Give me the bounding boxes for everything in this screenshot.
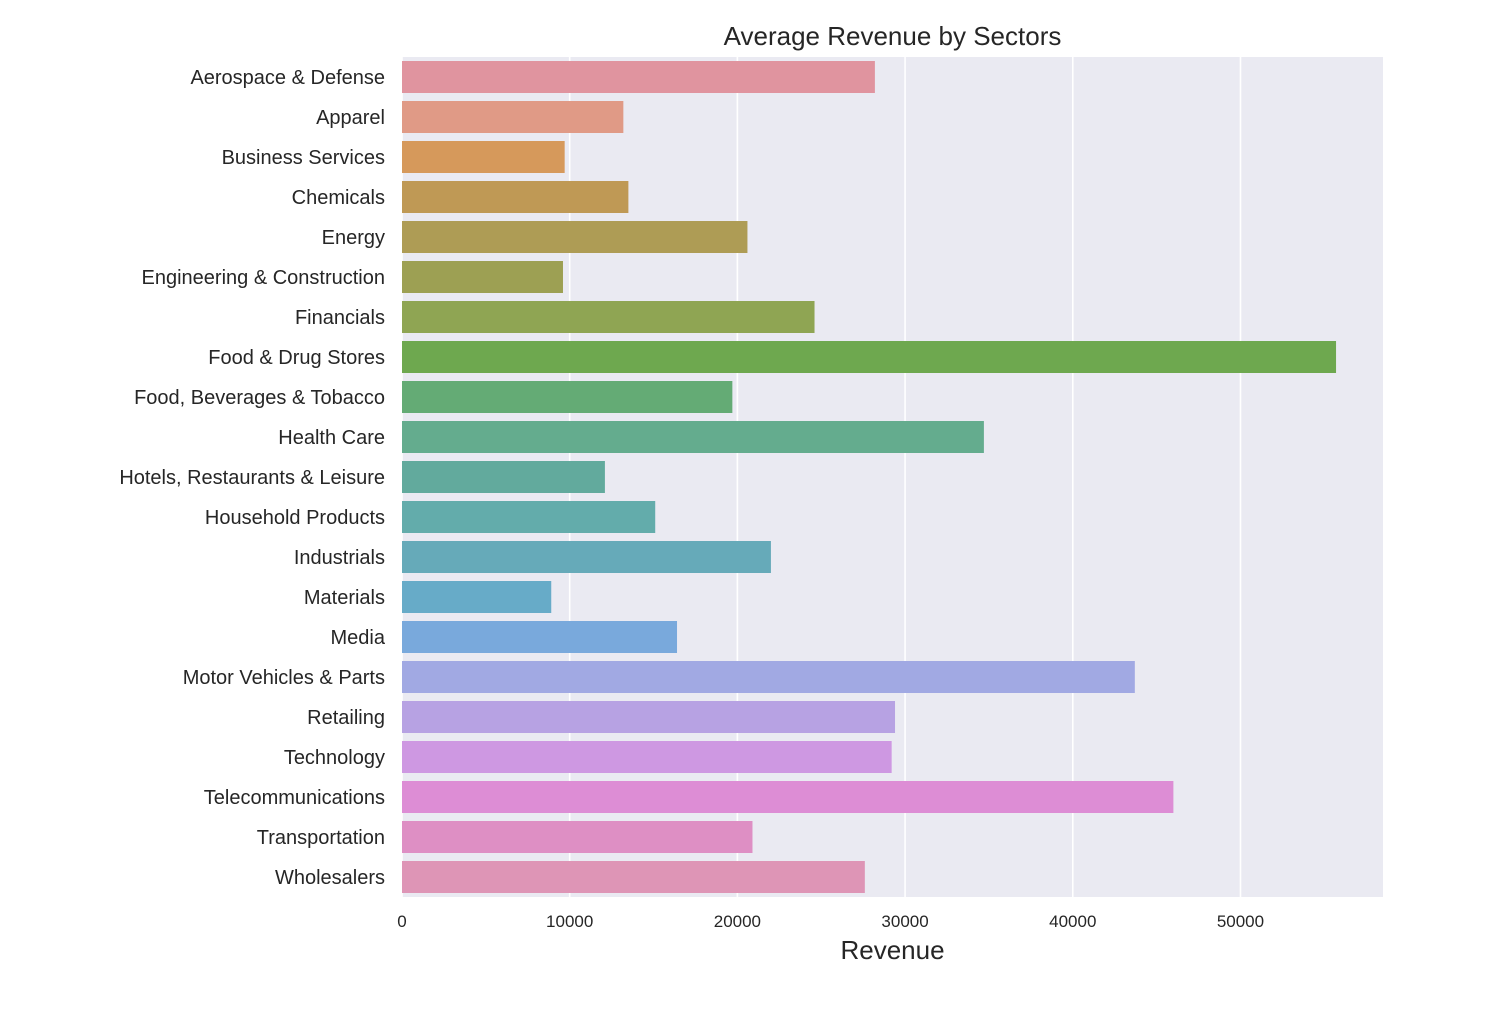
category-label: Engineering & Construction — [142, 267, 385, 289]
category-label: Wholesalers — [275, 867, 385, 889]
category-label: Technology — [284, 747, 385, 769]
bar — [402, 61, 875, 93]
category-label: Financials — [295, 307, 385, 329]
x-tick-label: 0 — [397, 912, 406, 931]
category-label: Energy — [322, 227, 385, 249]
bar — [402, 261, 563, 293]
category-label: Aerospace & Defense — [190, 67, 385, 89]
category-label: Transportation — [257, 827, 385, 849]
bar — [402, 741, 892, 773]
bar — [402, 701, 896, 733]
bar — [402, 541, 771, 573]
category-label: Household Products — [205, 507, 385, 529]
bar — [402, 141, 565, 173]
bar — [402, 421, 984, 453]
category-label: Chemicals — [292, 187, 385, 209]
category-label: Industrials — [294, 547, 385, 569]
bar — [402, 861, 865, 893]
bars — [402, 61, 1337, 893]
category-label: Business Services — [222, 147, 385, 169]
bar — [402, 821, 753, 853]
category-label: Motor Vehicles & Parts — [183, 667, 385, 689]
category-label: Media — [331, 627, 386, 649]
category-label: Retailing — [307, 707, 385, 729]
bar — [402, 221, 748, 253]
bar — [402, 661, 1135, 693]
category-labels: Aerospace & Defense Apparel Business Servi… — [119, 67, 386, 889]
category-label: Food & Drug Stores — [208, 347, 385, 369]
x-tick-label: 30000 — [881, 912, 928, 931]
bar — [402, 181, 629, 213]
x-tick-label: 10000 — [546, 912, 593, 931]
bar — [402, 581, 552, 613]
bar — [402, 501, 656, 533]
bar — [402, 381, 733, 413]
x-tick-label: 20000 — [714, 912, 761, 931]
bar — [402, 341, 1337, 373]
category-label: Hotels, Restaurants & Leisure — [119, 467, 385, 489]
x-axis-title: Revenue — [840, 935, 944, 965]
category-label: Health Care — [278, 427, 385, 449]
category-label: Apparel — [316, 107, 385, 129]
x-tick-label: 50000 — [1217, 912, 1264, 931]
bar — [402, 781, 1174, 813]
chart-title: Average Revenue by Sectors — [724, 21, 1062, 51]
category-label: Telecommunications — [204, 787, 385, 809]
bar — [402, 301, 815, 333]
x-tick-label: 40000 — [1049, 912, 1096, 931]
x-tick-labels: 0 10000 20000 30000 40000 50000 — [397, 912, 1264, 931]
category-label: Food, Beverages & Tobacco — [134, 387, 385, 409]
bar — [402, 101, 624, 133]
bar — [402, 461, 605, 493]
category-label: Materials — [304, 587, 385, 609]
bar — [402, 621, 678, 653]
